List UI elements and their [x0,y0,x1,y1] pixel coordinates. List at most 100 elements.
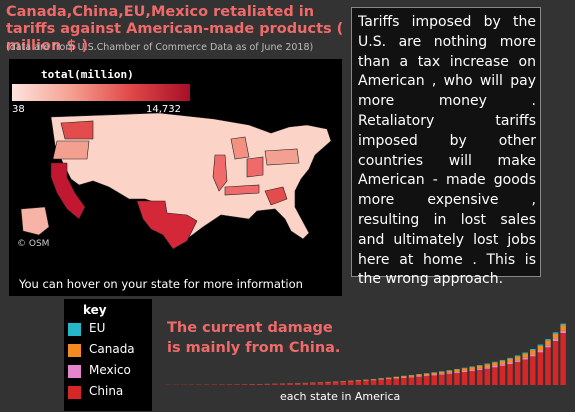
bar-china-48 [530,356,536,385]
bar-china-10 [241,384,248,385]
bar-eu-41 [476,365,483,366]
key-title: key [83,303,107,317]
bar-china-32 [408,377,415,385]
bar-eu-48 [530,348,536,351]
bar-china-40 [469,371,475,385]
bar-canada-29 [385,377,392,379]
state-tennessee[interactable] [224,184,260,196]
bar-eu-52 [560,323,566,326]
state-ohio[interactable] [246,156,264,178]
bar-china-52 [560,332,566,385]
bar-china-26 [363,380,369,385]
bar-china-17 [294,383,301,385]
bar-china-9 [234,384,240,385]
bar-china-43 [492,367,498,385]
bar-mexico-37 [446,372,453,374]
bar-china-36 [439,374,445,385]
bar-china-37 [446,373,453,385]
us-mainland-shape[interactable] [50,112,332,240]
choropleth-map-panel[interactable]: total(million) 38 14,732 © OSM You can h… [9,59,342,296]
bar-canada-40 [469,367,475,370]
bar-mexico-43 [492,365,498,368]
state-oregon[interactable] [52,140,90,160]
key-swatch-mexico [68,365,81,378]
state-michigan[interactable] [230,136,250,160]
bar-canada-27 [370,379,377,380]
bar-canada-24 [348,380,354,382]
bar-china-20 [317,382,324,385]
key-label-mexico: Mexico [89,363,131,377]
bar-eu-51 [552,332,559,334]
bar-mexico-30 [393,378,400,379]
bar-mexico-35 [431,374,437,376]
bar-mexico-45 [507,362,513,365]
bar-eu-46 [514,355,521,357]
bar-mexico-48 [530,354,536,357]
hover-instruction: You can hover on your state for more inf… [19,277,303,291]
bar-china-41 [476,369,483,385]
bar-china-19 [310,383,316,385]
us-state-map[interactable] [9,59,342,296]
bar-mexico-33 [416,376,422,377]
bar-china-27 [370,380,377,385]
bar-china-16 [287,383,293,385]
bar-mexico-47 [522,357,528,360]
bar-canada-23 [340,381,346,382]
bar-china-46 [514,361,521,385]
bar-china-47 [522,359,528,385]
state-washington[interactable] [60,120,94,140]
bar-eu-38 [454,368,460,370]
bar-canada-43 [492,362,498,366]
chart-subtitle: (data are from U.S.Chamber of Commerce D… [6,42,314,53]
bar-mexico-52 [560,330,566,333]
bar-canada-52 [560,325,566,331]
key-label-eu: EU [89,321,106,335]
bar-eu-42 [484,363,491,365]
bar-china-18 [302,383,308,385]
bar-china-25 [355,381,362,385]
key-swatch-china [68,386,81,399]
bar-china-14 [272,383,278,385]
commentary-panel: Tariffs imposed by the U.S. are nothing … [351,7,541,287]
bar-china-45 [507,364,513,385]
bar-mexico-46 [514,360,521,362]
bar-canada-45 [507,358,513,363]
bar-china-21 [325,382,331,385]
bar-canada-51 [552,333,559,339]
bar-mexico-41 [476,368,483,370]
bar-mexico-36 [439,373,445,375]
bar-eu-44 [499,359,506,361]
bar-china-24 [348,381,354,385]
bar-china-35 [431,375,437,385]
bar-mexico-49 [537,350,544,353]
bar-eu-43 [492,361,498,363]
bar-china-50 [545,347,551,385]
state-illinois[interactable] [212,154,228,192]
bar-canada-36 [439,371,445,374]
bar-canada-39 [461,368,468,371]
state-california[interactable] [50,162,86,220]
bar-mexico-32 [408,376,415,378]
bar-eu-40 [469,366,475,368]
color-scale-bar [12,84,190,101]
state-texas[interactable] [136,200,198,250]
state-alaska[interactable] [20,206,50,236]
commentary-text: Tariffs imposed by the U.S. are nothing … [358,14,536,288]
bar-mexico-38 [454,371,460,373]
bar-eu-47 [522,352,528,354]
bar-mexico-50 [545,345,551,348]
bar-mexico-42 [484,367,491,369]
key-swatch-eu [68,323,81,336]
bar-china-31 [401,378,407,385]
state-south-carolina[interactable] [264,186,288,206]
bar-canada-42 [484,364,491,368]
bar-mexico-40 [469,369,475,372]
bar-canada-34 [423,373,430,376]
bar-china-44 [499,365,506,385]
damage-note: The current damage is mainly from China. [167,320,341,356]
bar-china-23 [340,381,346,385]
bar-canada-37 [446,370,453,373]
bar-canada-25 [355,380,362,381]
state-pennsylvania[interactable] [264,148,300,166]
bar-china-28 [378,379,384,385]
